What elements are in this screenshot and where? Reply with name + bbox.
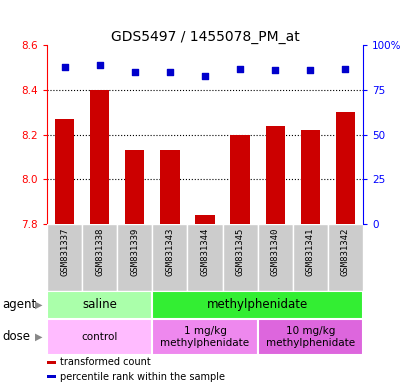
Text: GSM831344: GSM831344 (200, 227, 209, 276)
Bar (47, 361, 56, 364)
Bar (292, 224, 327, 291)
Text: GSM831339: GSM831339 (130, 227, 139, 276)
Text: agent: agent (2, 298, 36, 311)
Bar (257, 319, 362, 355)
Text: percentile rank within the sample: percentile rank within the sample (60, 372, 224, 382)
Point (201, 73, 208, 79)
Bar (265, 126, 284, 224)
Bar (327, 224, 362, 291)
Point (131, 69, 138, 75)
Bar (257, 224, 292, 291)
Title: GDS5497 / 1455078_PM_at: GDS5497 / 1455078_PM_at (110, 30, 299, 44)
Text: 10 mg/kg
methylphenidate: 10 mg/kg methylphenidate (265, 326, 354, 348)
Text: methylphenidate: methylphenidate (207, 298, 308, 311)
Text: dose: dose (2, 331, 30, 343)
Point (341, 65, 348, 71)
Point (61, 64, 68, 70)
Bar (55, 119, 74, 224)
Bar (335, 112, 354, 224)
Point (236, 65, 243, 71)
Bar (230, 135, 249, 224)
Text: ▶: ▶ (35, 300, 43, 310)
Text: GSM831337: GSM831337 (60, 227, 69, 276)
Bar (125, 150, 144, 224)
Bar (47, 224, 82, 291)
Point (271, 67, 278, 73)
Bar (187, 224, 222, 291)
Bar (195, 215, 214, 224)
Text: 1 mg/kg
methylphenidate: 1 mg/kg methylphenidate (160, 326, 249, 348)
Text: transformed count: transformed count (60, 358, 150, 367)
Text: control: control (81, 332, 118, 342)
Point (306, 67, 313, 73)
Text: ▶: ▶ (35, 332, 43, 342)
Bar (47, 291, 152, 319)
Bar (222, 224, 257, 291)
Text: saline: saline (82, 298, 117, 311)
Bar (117, 224, 152, 291)
Point (166, 69, 173, 75)
Point (96, 62, 103, 68)
Bar (152, 224, 187, 291)
Text: GSM831345: GSM831345 (235, 227, 244, 276)
Text: GSM831342: GSM831342 (340, 227, 349, 276)
Bar (300, 130, 319, 224)
Bar (152, 319, 257, 355)
Bar (90, 90, 109, 224)
Bar (47, 319, 152, 355)
Text: GSM831338: GSM831338 (95, 227, 104, 276)
Text: GSM831341: GSM831341 (305, 227, 314, 276)
Bar (152, 291, 362, 319)
Bar (82, 224, 117, 291)
Text: GSM831343: GSM831343 (165, 227, 174, 276)
Text: GSM831340: GSM831340 (270, 227, 279, 276)
Bar (47, 375, 56, 378)
Bar (160, 150, 179, 224)
